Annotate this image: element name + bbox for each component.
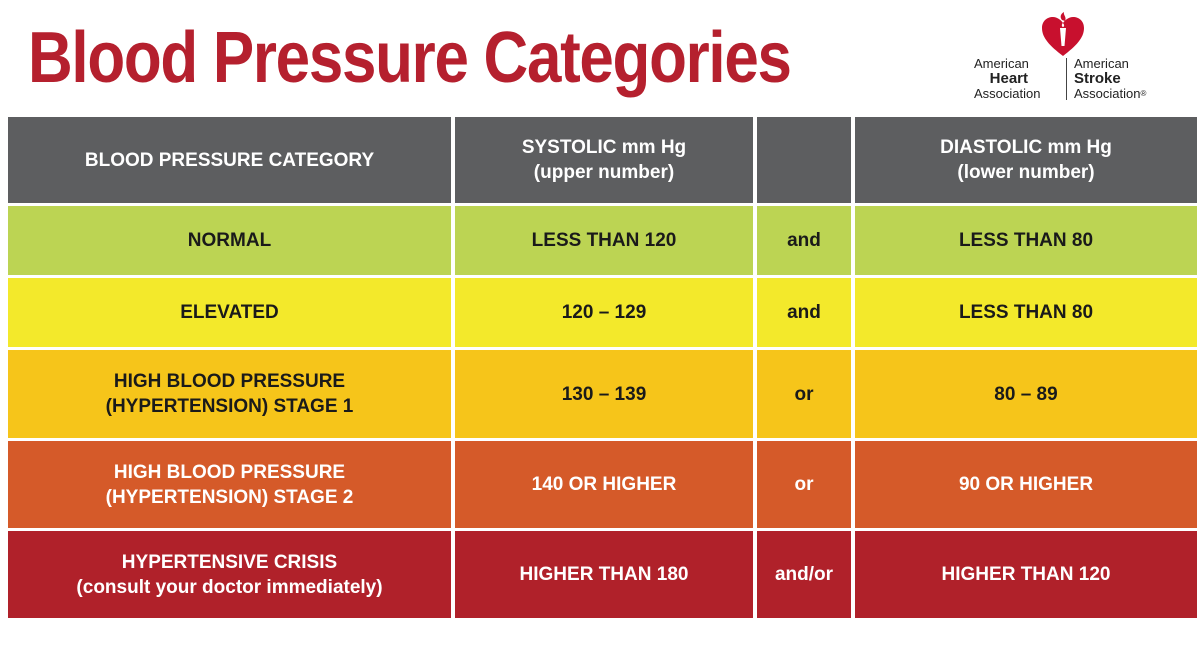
- systolic-normal: LESS THAN 120: [455, 206, 753, 275]
- header-systolic: SYSTOLIC mm Hg (upper number): [455, 117, 753, 203]
- logo-text-line: American: [1074, 56, 1129, 71]
- systolic-stage-1: 130 – 139: [455, 350, 753, 438]
- systolic-elevated: 120 – 129: [455, 278, 753, 347]
- diastolic-elevated: LESS THAN 80: [855, 278, 1197, 347]
- diastolic-normal: LESS THAN 80: [855, 206, 1197, 275]
- logo-text-line: Association: [1074, 86, 1141, 101]
- header-systolic-label: SYSTOLIC mm Hg: [521, 137, 687, 158]
- heart-torch-icon: [1042, 12, 1084, 56]
- connector-elevated: and: [757, 278, 851, 347]
- header-diastolic: DIASTOLIC mm Hg (lower number): [855, 117, 1197, 203]
- connector-stage-2: or: [757, 441, 851, 528]
- systolic-stage-2: 140 OR HIGHER: [455, 441, 753, 528]
- systolic-crisis: HIGHER THAN 180: [455, 531, 753, 618]
- logo-text-line: American: [974, 56, 1029, 71]
- category-line: (HYPERTENSION) STAGE 1: [105, 396, 354, 417]
- header-connector: [757, 117, 851, 203]
- connector-stage-1: or: [757, 350, 851, 438]
- logo-text-line: Association: [974, 86, 1041, 101]
- category-crisis: HYPERTENSIVE CRISIS (consult your doctor…: [8, 531, 451, 618]
- bp-category-table: BLOOD PRESSURE CATEGORY SYSTOLIC mm Hg (…: [8, 117, 1197, 618]
- category-stage-2: HIGH BLOOD PRESSURE (HYPERTENSION) STAGE…: [8, 441, 451, 528]
- page-title: Blood Pressure Categories: [28, 18, 792, 98]
- header-systolic-sub: (upper number): [533, 162, 675, 183]
- category-line: HIGH BLOOD PRESSURE: [113, 461, 346, 483]
- category-stage-1: HIGH BLOOD PRESSURE (HYPERTENSION) STAGE…: [8, 350, 451, 438]
- diastolic-stage-2: 90 OR HIGHER: [855, 441, 1197, 528]
- connector-normal: and: [757, 206, 851, 275]
- aha-asa-logo: American Heart Association American Stro…: [974, 12, 1174, 107]
- category-line: HIGH BLOOD PRESSURE: [113, 371, 346, 392]
- logo-text-line: Stroke: [1074, 70, 1121, 87]
- connector-crisis: and/or: [757, 531, 851, 618]
- aha-wordmark: American Heart Association: [974, 56, 1041, 101]
- category-line: (HYPERTENSION) STAGE 2: [105, 486, 354, 508]
- header-diastolic-sub: (lower number): [957, 162, 1095, 183]
- category-line: (consult your doctor immediately): [76, 576, 383, 598]
- header-category: BLOOD PRESSURE CATEGORY: [8, 117, 451, 203]
- diastolic-crisis: HIGHER THAN 120: [855, 531, 1197, 618]
- trademark-symbol: ®: [1140, 89, 1147, 98]
- logo-text-line: Heart: [989, 70, 1028, 87]
- asa-wordmark: American Stroke Association®: [1074, 56, 1146, 101]
- category-line: HYPERTENSIVE CRISIS: [121, 551, 338, 573]
- diastolic-stage-1: 80 – 89: [855, 350, 1197, 438]
- logo-divider: [1066, 58, 1067, 100]
- category-normal: NORMAL: [8, 206, 451, 275]
- header-diastolic-label: DIASTOLIC mm Hg: [940, 137, 1112, 158]
- category-elevated: ELEVATED: [8, 278, 451, 347]
